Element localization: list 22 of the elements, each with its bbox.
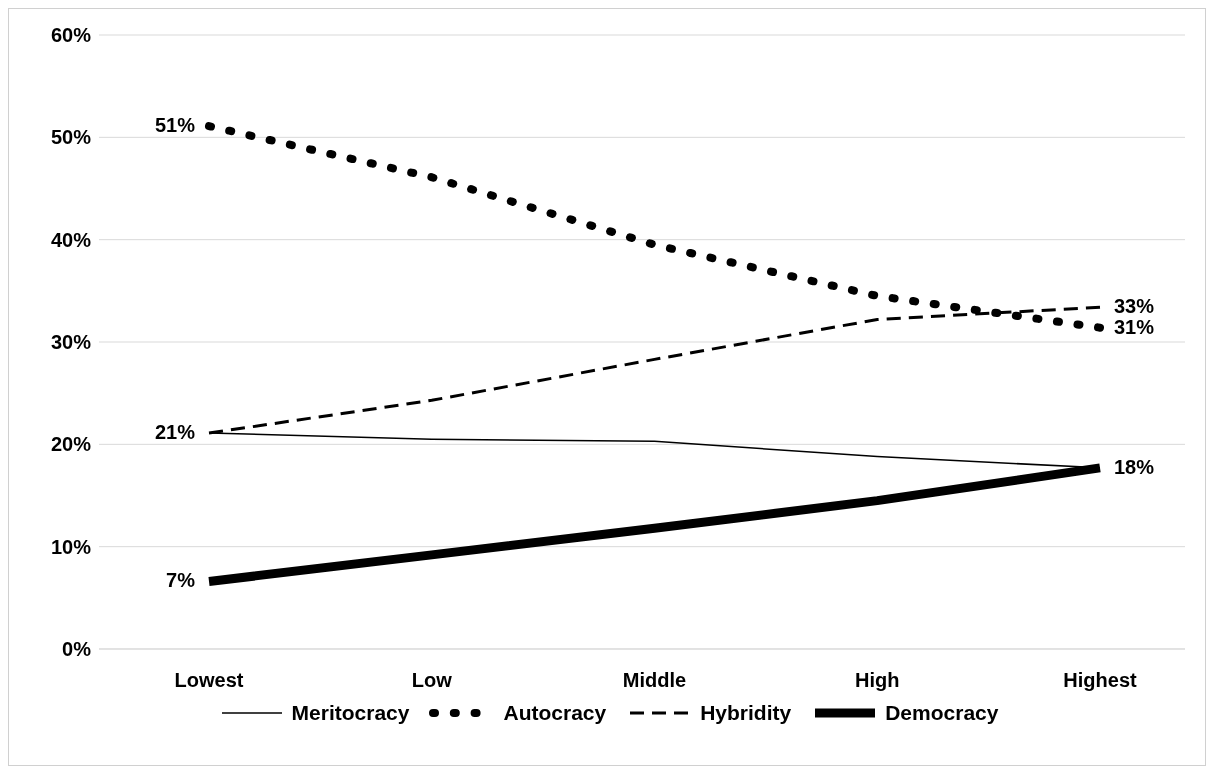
legend-label: Meritocracy (291, 701, 410, 725)
x-tick-label: High (855, 669, 900, 692)
data-label: 31% (1114, 315, 1155, 338)
x-tick-label: Highest (1063, 669, 1138, 692)
y-tick-label: 40% (50, 228, 92, 251)
x-tick-label: Middle (622, 669, 687, 692)
x-tick-label: Low (411, 669, 453, 692)
data-label: 21% (154, 421, 196, 444)
y-tick-label: 50% (50, 126, 92, 149)
y-tick-label: 20% (50, 433, 92, 456)
x-tick-label: Lowest (174, 669, 244, 692)
y-tick-label: 30% (50, 331, 92, 354)
legend-label: Hybridity (700, 701, 792, 725)
y-tick-label: 60% (50, 24, 92, 47)
legend-label: Democracy (885, 701, 999, 725)
data-label: 7% (166, 569, 196, 592)
legend-label: Autocracy (503, 701, 607, 725)
y-tick-label: 0% (62, 638, 92, 661)
data-label: 51% (154, 114, 196, 137)
y-tick-label: 10% (50, 535, 92, 558)
data-label: 18% (1114, 455, 1155, 478)
data-label: 33% (1114, 295, 1155, 318)
